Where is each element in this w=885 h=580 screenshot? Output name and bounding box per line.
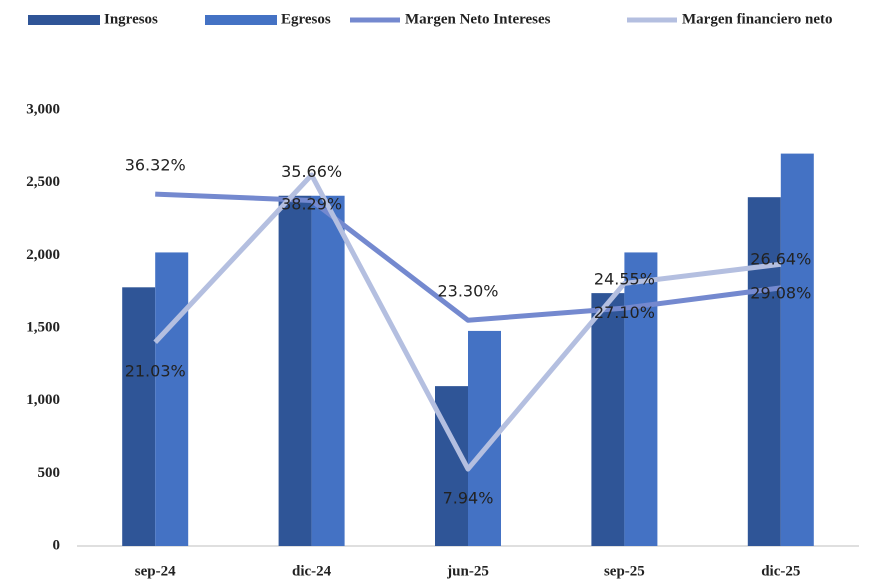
legend-label: Ingresos — [104, 11, 158, 27]
data-label: 29.08% — [750, 284, 811, 303]
data-label: 23.30% — [437, 282, 498, 301]
line-series — [155, 191, 782, 323]
bar — [278, 195, 312, 546]
x-tick-label: sep-24 — [135, 563, 176, 579]
bar — [435, 386, 468, 546]
legend-label: Margen Neto Intereses — [405, 11, 551, 27]
x-tick-label: jun-25 — [446, 563, 489, 579]
bar — [780, 153, 814, 546]
legend-label: Margen financiero neto — [682, 11, 833, 27]
y-tick-label: 500 — [38, 465, 61, 481]
line-series — [153, 172, 782, 472]
data-label: 26.64% — [750, 249, 811, 268]
bar — [311, 195, 345, 546]
x-tick-label: sep-25 — [604, 563, 645, 579]
data-label: 38.29% — [281, 195, 342, 214]
y-tick-label: 2,000 — [26, 247, 60, 263]
data-label: 35.66% — [281, 162, 342, 181]
bar — [155, 252, 189, 546]
data-label: 21.03% — [125, 362, 186, 381]
x-tick-label: dic-24 — [292, 563, 332, 579]
bar — [122, 287, 156, 546]
bar — [747, 197, 781, 546]
x-tick-label: dic-25 — [761, 563, 800, 579]
data-label: 27.10% — [594, 303, 655, 322]
y-tick-label: 3,000 — [26, 101, 60, 117]
bar — [624, 252, 658, 546]
legend-swatch — [205, 15, 277, 25]
bar — [591, 293, 625, 546]
y-tick-label: 1,500 — [26, 319, 60, 335]
y-tick-label: 1,000 — [26, 392, 60, 408]
data-label: 7.94% — [443, 489, 494, 508]
y-tick-label: 2,500 — [26, 174, 60, 190]
y-tick-label: 0 — [53, 537, 61, 553]
legend-label: Egresos — [281, 11, 331, 27]
legend-swatch — [28, 15, 100, 25]
data-label: 24.55% — [594, 270, 655, 289]
data-label: 36.32% — [125, 156, 186, 175]
